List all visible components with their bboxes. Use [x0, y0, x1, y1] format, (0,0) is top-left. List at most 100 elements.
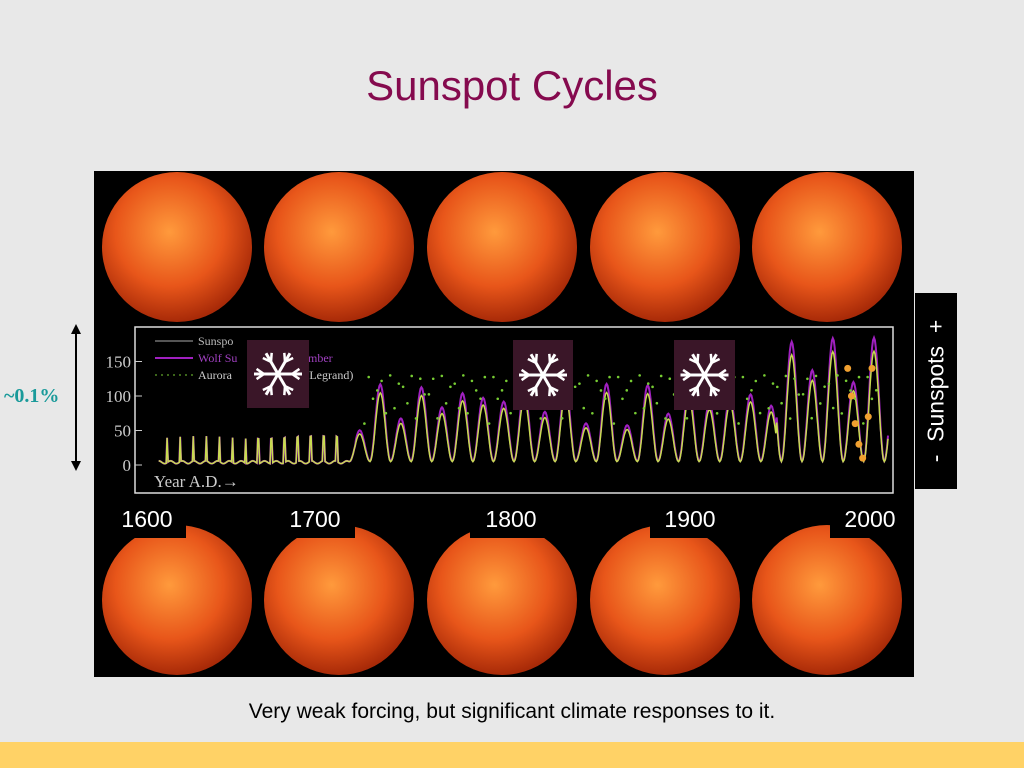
aurora-dot — [866, 375, 869, 379]
snowflake-arm — [709, 387, 713, 397]
legend-text: Aurora — [198, 368, 233, 382]
aurora-dot — [431, 377, 435, 381]
aurora-dot — [788, 417, 792, 420]
sun-disk — [752, 525, 902, 675]
sun-images — [102, 172, 902, 675]
aurora-dot — [505, 379, 508, 383]
snowflake-arm — [717, 373, 727, 382]
aurora-dot — [849, 389, 852, 392]
snowflake-arm — [529, 353, 545, 376]
aurora-dot — [586, 374, 590, 377]
snowflake-arm — [291, 367, 301, 376]
snowflake-arm — [255, 372, 265, 381]
aurora-dot — [763, 374, 766, 377]
aurora-dot — [655, 401, 659, 405]
sun-disk — [102, 525, 252, 675]
aurora-dot — [840, 412, 844, 415]
snowflake-arm — [262, 384, 272, 392]
legend-text: Sunspo — [198, 334, 233, 348]
aurora-dot — [836, 374, 839, 377]
aurora-dot — [814, 374, 818, 378]
arrow-head — [71, 461, 81, 471]
aurora-dot — [444, 402, 448, 405]
aurora-dot — [363, 422, 366, 425]
aurora-dot — [573, 385, 577, 389]
legend-text: y/Legrand) — [300, 368, 353, 382]
aurora-dot — [466, 411, 469, 415]
aurora-dot — [775, 385, 779, 389]
aurora-dot — [397, 382, 401, 385]
aurora-dot — [612, 422, 616, 425]
snowflake-arm — [276, 373, 292, 396]
aurora-dot — [560, 417, 564, 420]
aurora-dot — [715, 412, 719, 415]
aurora-dot — [440, 374, 444, 378]
aurora-dot — [462, 374, 465, 377]
y-tick-label: 50 — [114, 422, 131, 441]
aurora-dot — [754, 379, 758, 383]
aurora-dot — [784, 374, 788, 378]
aurora-dot — [664, 417, 667, 420]
snowflake-arm — [688, 385, 699, 393]
snowflake-arm — [709, 353, 713, 363]
aurora-dot — [659, 374, 663, 378]
aurora-dot — [500, 389, 504, 392]
aurora-dot — [741, 375, 745, 379]
year-label: 1800 — [470, 500, 552, 538]
aurora-dot — [578, 382, 581, 385]
snowflake-arm — [534, 387, 538, 397]
aurora-dot — [436, 417, 439, 420]
aurora-dot — [487, 422, 491, 425]
aurora-dot — [780, 401, 783, 405]
aurora-dot — [767, 407, 770, 410]
aurora-dot — [750, 388, 753, 392]
forcing-label: ~0.1% — [4, 385, 60, 407]
aurora-dot — [401, 385, 405, 389]
aurora-dot — [823, 385, 826, 388]
recent-dot — [847, 392, 855, 400]
snowflake-arm — [682, 368, 692, 377]
aurora-dot — [862, 422, 865, 425]
aurora-dot — [642, 406, 646, 410]
side-label: - Sunspots + — [922, 319, 949, 463]
aurora-dot — [371, 397, 375, 401]
sun-disk — [752, 172, 902, 322]
snowflake-arm — [520, 368, 530, 377]
aurora-dot — [771, 382, 775, 385]
snowflake-arm — [284, 384, 294, 392]
aurora-dot — [831, 406, 835, 410]
aurora-dot — [685, 416, 689, 420]
sun-disk — [427, 172, 577, 322]
snowflake-arm — [255, 367, 265, 376]
snowflake-arm — [710, 385, 721, 393]
sun-disk — [590, 525, 740, 675]
snowflake-arm — [269, 386, 273, 396]
x-axis-label: Year A.D.→ — [154, 472, 239, 491]
recent-dot — [844, 364, 852, 372]
aurora-dot — [384, 411, 388, 415]
aurora-dot — [393, 406, 396, 410]
year-label: 1600 — [108, 500, 186, 538]
snowflake-arm — [549, 357, 559, 365]
aurora-dot — [479, 397, 482, 400]
snowflake-arm — [548, 353, 552, 363]
aurora-dot — [608, 375, 611, 379]
recent-dot — [855, 440, 863, 448]
aurora-dot — [483, 375, 487, 379]
snowflake-arm — [703, 374, 718, 397]
aurora-dot — [668, 377, 672, 380]
recent-dot — [851, 420, 859, 428]
aurora-dot — [582, 406, 586, 410]
arrow-head — [71, 324, 81, 334]
aurora-dot — [625, 389, 629, 392]
aurora-dot — [646, 382, 650, 385]
snowflake-arm — [556, 373, 566, 382]
aurora-dot — [634, 411, 637, 415]
caption: Very weak forcing, but significant clima… — [248, 700, 776, 723]
snowflake-arm — [556, 368, 566, 377]
snowflake-arm — [541, 374, 557, 397]
aurora-dot — [367, 375, 371, 379]
aurora-dot — [737, 422, 740, 425]
snowflake-arm — [710, 357, 721, 365]
